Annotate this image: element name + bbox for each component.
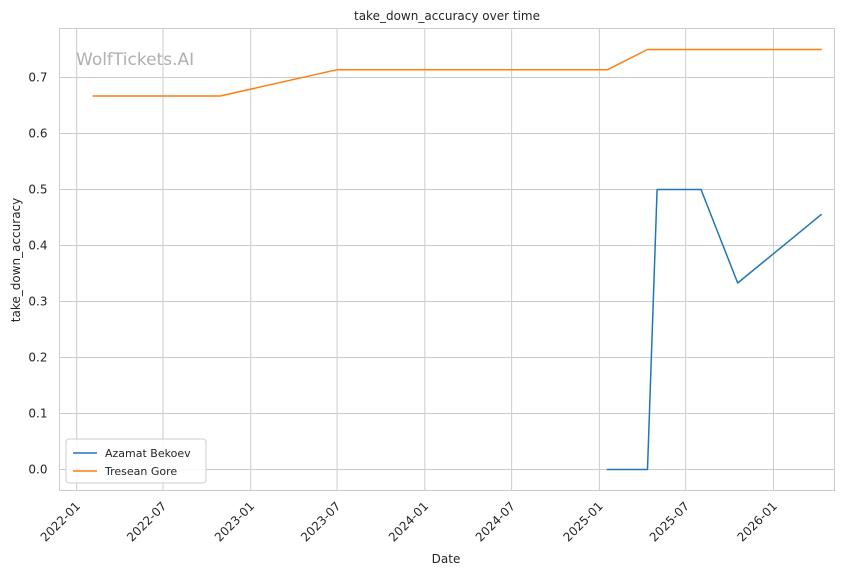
legend-label: Tresean Gore bbox=[104, 465, 177, 478]
y-tick-label: 0.4 bbox=[28, 239, 47, 253]
y-tick-label: 0.2 bbox=[28, 351, 47, 365]
y-tick-label: 0.3 bbox=[28, 295, 47, 309]
x-tick-label: 2023-07 bbox=[298, 499, 343, 544]
watermark-text: WolfTickets.AI bbox=[76, 50, 194, 70]
series-line-0 bbox=[606, 188, 823, 471]
x-tick-label: 2022-01 bbox=[38, 499, 83, 544]
series-line-1 bbox=[92, 48, 822, 97]
y-tick-label: 0.5 bbox=[28, 183, 47, 197]
y-axis-title: take_down_accuracy bbox=[9, 198, 23, 322]
plot-area: 2022-01 2022-07 2023-01 2023-07 2024-01 2024-… bbox=[28, 28, 835, 544]
plot-background bbox=[59, 28, 835, 491]
y-tick-label: 0.0 bbox=[28, 463, 47, 477]
x-tick-label: 2025-01 bbox=[560, 499, 605, 544]
legend-label: Azamat Bekoev bbox=[105, 447, 191, 460]
x-tick-label: 2026-01 bbox=[735, 499, 780, 544]
y-tick-label: 0.1 bbox=[28, 407, 47, 421]
legend: Azamat Bekoev Tresean Gore bbox=[65, 438, 207, 484]
x-tick-label: 2025-07 bbox=[647, 499, 692, 544]
x-tick-label: 2024-07 bbox=[473, 499, 518, 544]
x-axis-title: Date bbox=[432, 552, 461, 566]
legend-box bbox=[65, 438, 207, 484]
chart-title: take_down_accuracy over time bbox=[354, 9, 540, 23]
x-tick-label: 2023-01 bbox=[212, 499, 257, 544]
y-tick-label: 0.6 bbox=[28, 127, 47, 141]
y-tick-label: 0.7 bbox=[28, 71, 47, 85]
x-tick-label: 2024-01 bbox=[386, 499, 431, 544]
plot-frame bbox=[59, 28, 835, 491]
x-tick-label: 2022-07 bbox=[124, 499, 169, 544]
